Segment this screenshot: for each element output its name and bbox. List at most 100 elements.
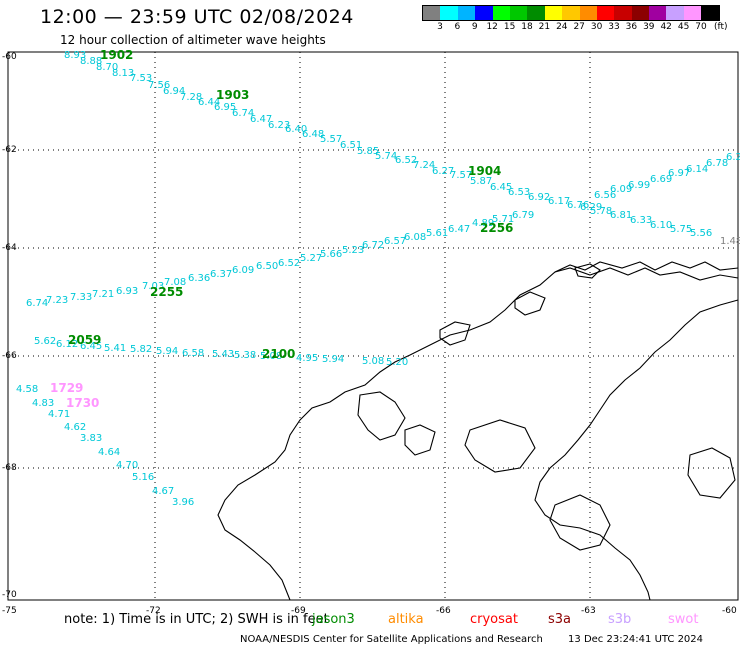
color-legend-label: 24 — [556, 22, 568, 32]
wave-height-label: 4.89 — [472, 218, 495, 229]
wave-height-label: 6.52 — [395, 155, 418, 166]
wave-height-label: 4.83 — [32, 398, 55, 409]
wave-height-label: 6.97 — [668, 168, 691, 179]
track-time-label: 1730 — [66, 396, 100, 410]
track-time-label: 2100 — [262, 347, 296, 361]
wave-height-label: 6.08 — [404, 232, 427, 243]
wave-height-label: 6.78 — [706, 158, 729, 169]
lat-label: -60 — [2, 52, 17, 62]
wave-height-label: 4.71 — [48, 409, 71, 420]
wave-height-label: 6.47 — [250, 114, 273, 125]
lon-label: -60 — [722, 606, 737, 616]
wave-height-label: 4.67 — [152, 486, 175, 497]
color-swatch — [649, 6, 667, 20]
satellite-legend-item: s3b — [608, 612, 632, 627]
wave-height-label: 4.95 — [296, 353, 319, 364]
wave-height-label: 6.94 — [163, 86, 186, 97]
wave-height-label: 3.96 — [172, 497, 195, 508]
color-legend-label: 70 — [695, 22, 707, 32]
wave-height-label: 6.57 — [384, 236, 407, 247]
color-swatch — [596, 6, 615, 20]
wave-height-label: 6.23 — [268, 120, 291, 131]
color-swatch — [579, 6, 597, 20]
wave-height-label: 5.62 — [34, 336, 57, 347]
map-frame — [7, 51, 739, 601]
wave-height-label: 6.45 — [80, 341, 103, 352]
wave-height-label: 5.08 — [362, 356, 385, 367]
lat-label: -62 — [2, 145, 17, 155]
wave-height-label: 5.43 — [212, 349, 235, 360]
satellite-legend-item: altika — [388, 612, 424, 627]
wave-height-label: 6.56 — [594, 190, 617, 201]
wave-height-label: 5.23 — [342, 245, 365, 256]
wave-height-label: 5.71 — [492, 214, 515, 225]
wave-height-label: 8.13 — [112, 68, 135, 79]
wave-height-label: 4.58 — [16, 384, 39, 395]
wave-height-label: 6.51 — [340, 140, 363, 151]
track-time-label: 2256 — [480, 221, 514, 235]
wave-height-label: 6.09 — [610, 184, 633, 195]
color-swatch — [614, 6, 632, 20]
wave-height-label: 6.36 — [188, 273, 211, 284]
track-time-label: 1903 — [216, 88, 250, 102]
wave-height-label: 6.93 — [116, 286, 139, 297]
wave-height-label: 5.75 — [670, 224, 693, 235]
wave-height-label: 7.57 — [450, 170, 473, 181]
color-swatch — [527, 6, 545, 20]
color-legend — [422, 5, 720, 21]
track-time-label: 1902 — [100, 48, 134, 62]
footer-timestamp: 13 Dec 23:24:41 UTC 2024 — [568, 634, 704, 645]
wave-height-label: 7.21 — [92, 289, 115, 300]
wave-height-label: 4.62 — [64, 422, 87, 433]
wave-height-label: 7.56 — [148, 80, 171, 91]
color-swatch — [423, 6, 441, 20]
lat-label: -70 — [2, 590, 17, 600]
color-legend-label: 9 — [471, 22, 478, 32]
wave-height-label: 6.48 — [302, 129, 325, 140]
wave-height-label: 7.08 — [164, 277, 187, 288]
wave-height-label: 6.47 — [448, 224, 471, 235]
color-legend-unit: (ft) — [714, 22, 728, 32]
color-legend-label: 27 — [573, 22, 585, 32]
wave-height-label: 6.99 — [628, 180, 651, 191]
wave-height-label: 6.74 — [232, 108, 255, 119]
color-swatch — [440, 6, 458, 20]
page-subtitle: 12 hour collection of altimeter wave hei… — [60, 33, 326, 47]
satellite-legend-item: swot — [668, 612, 699, 627]
color-swatch — [544, 6, 563, 20]
color-legend-label: 3 — [437, 22, 443, 32]
track-time-label: 2059 — [68, 333, 102, 347]
wave-height-label: 5.82 — [130, 344, 153, 355]
wave-height-label: 6.44 — [198, 97, 221, 108]
color-legend-label: 21 — [538, 22, 551, 32]
wave-height-label: 7.23 — [46, 295, 69, 306]
wave-height-label: 5.08 — [260, 351, 283, 362]
wave-height-label: 6.40 — [285, 124, 308, 135]
wave-height-label: 6.12 — [56, 339, 79, 350]
wave-height-label: 5.56 — [690, 228, 713, 239]
lon-label: -66 — [436, 606, 451, 616]
wave-height-label: 6.45 — [490, 182, 513, 193]
lat-label: -68 — [2, 463, 17, 473]
wave-height-label: 3.83 — [80, 433, 103, 444]
wave-height-label: 6.14 — [686, 164, 709, 175]
color-legend-label: 30 — [590, 22, 603, 32]
wave-height-label: 8.88 — [80, 56, 103, 67]
lon-label: -63 — [581, 606, 596, 616]
wave-height-label: 6.95 — [214, 102, 237, 113]
color-swatch — [492, 6, 510, 20]
satellite-legend-item: s3a — [548, 612, 572, 627]
wave-height-label: 7.53 — [130, 73, 153, 84]
track-time-label: 1904 — [468, 164, 502, 178]
color-legend-label: 36 — [625, 22, 638, 32]
wave-height-label: 5.27 — [300, 253, 323, 264]
wave-height-label: 5.74 — [375, 151, 398, 162]
wave-height-label: 6.27 — [432, 166, 455, 177]
wave-height-label: 6.92 — [528, 192, 551, 203]
wave-height-label: 5.57 — [320, 134, 343, 145]
color-legend-label: 39 — [643, 22, 655, 32]
wave-height-label: 5.61 — [426, 228, 449, 239]
credit-text: NOAA/NESDIS Center for Satellite Applica… — [240, 634, 543, 645]
wave-height-label: 5.94 — [322, 354, 345, 365]
